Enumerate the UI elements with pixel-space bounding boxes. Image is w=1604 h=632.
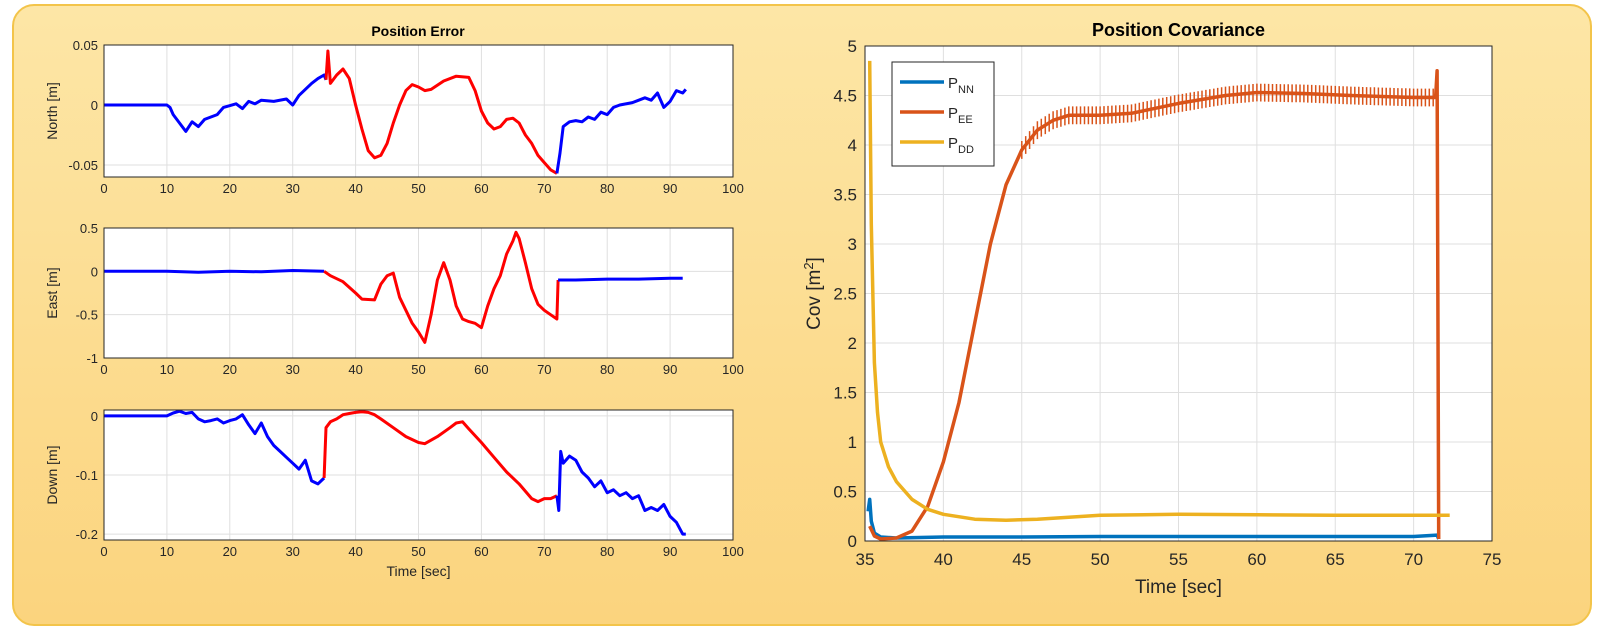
legend-label-nn: PNN: [948, 75, 974, 96]
y-tick-label: 3.5: [833, 186, 857, 205]
y-tick-label: 1: [848, 433, 857, 452]
series-line: [104, 269, 325, 274]
x-tick-label: 60: [474, 362, 488, 377]
y-axis-label: North [m]: [44, 82, 60, 140]
y-tick-label: 0: [91, 409, 98, 424]
x-tick-label: 0: [100, 181, 107, 196]
x-tick-label: 10: [160, 181, 174, 196]
y-axis-label: Cov [m2]: [801, 257, 825, 330]
legend: PNN PEE PDD: [891, 61, 995, 167]
x-tick-label: 100: [722, 181, 744, 196]
x-tick-label: 50: [1091, 550, 1110, 569]
x-tick-label: 40: [348, 181, 362, 196]
y-tick-label: 0: [91, 264, 98, 279]
x-axis-label: Time [sec]: [386, 563, 450, 579]
y-axis-label: Down [m]: [44, 445, 60, 504]
y-tick-label: 0.5: [833, 483, 857, 502]
x-tick-label: 70: [537, 362, 551, 377]
y-tick-label: 0.05: [73, 38, 98, 53]
x-axis-label: Time [sec]: [1135, 577, 1222, 598]
x-tick-label: 90: [663, 181, 677, 196]
x-tick-label: 45: [1012, 550, 1031, 569]
x-tick-label: 50: [411, 544, 425, 559]
x-tick-label: 30: [285, 544, 299, 559]
x-tick-label: 70: [1404, 550, 1423, 569]
y-tick-label: 3: [848, 235, 857, 254]
x-tick-label: 60: [1247, 550, 1266, 569]
x-tick-label: 35: [856, 550, 875, 569]
y-tick-label: 0.5: [80, 221, 98, 236]
y-tick-label: 2.5: [833, 285, 857, 304]
y-axis-label: East [m]: [44, 267, 60, 318]
x-tick-label: 20: [223, 181, 237, 196]
x-tick-label: 90: [663, 544, 677, 559]
x-tick-label: 75: [1483, 550, 1502, 569]
x-tick-label: 10: [160, 362, 174, 377]
x-tick-label: 20: [223, 362, 237, 377]
series-line: [322, 410, 558, 504]
x-tick-label: 65: [1326, 550, 1345, 569]
series-line-nn: [866, 497, 1441, 540]
legend-box: [891, 61, 995, 167]
series-oscillation-ee: [1021, 83, 1434, 159]
x-tick-label: 30: [285, 362, 299, 377]
x-tick-label: 60: [474, 181, 488, 196]
x-tick-label: 55: [1169, 550, 1188, 569]
subplot-down: 0 10 20 30 40 50 60 70 80 90 100 0 -0.1 -0.2 Down [m] T…: [44, 409, 744, 579]
x-tick-label: 50: [411, 362, 425, 377]
x-tick-label: 80: [600, 181, 614, 196]
y-tick-label: 4.5: [833, 87, 857, 106]
series-line: [555, 449, 686, 536]
chart-title-position-error: Position Error: [371, 23, 465, 39]
x-tick-label: 30: [285, 181, 299, 196]
y-tick-label: -0.2: [76, 527, 98, 542]
x-tick-label: 0: [100, 362, 107, 377]
x-tick-label: 70: [537, 544, 551, 559]
x-tick-label: 50: [411, 181, 425, 196]
series-line: [323, 230, 560, 344]
y-tick-label: 4: [848, 136, 857, 155]
x-tick-label: 40: [348, 544, 362, 559]
x-tick-label: 100: [722, 544, 744, 559]
x-tick-label: 20: [223, 544, 237, 559]
y-tick-label: 0: [848, 532, 857, 551]
x-tick-label: 10: [160, 544, 174, 559]
y-tick-label: -0.05: [68, 158, 98, 173]
series-line: [558, 276, 683, 282]
x-tick-label: 100: [722, 362, 744, 377]
plot-frame: [864, 45, 1493, 542]
legend-label-ee: PEE: [948, 105, 973, 126]
y-tick-label: 2: [848, 334, 857, 353]
series-line: [104, 409, 326, 486]
series-line: [324, 49, 558, 175]
plot-frame: [103, 44, 734, 178]
x-tick-label: 40: [934, 550, 953, 569]
x-tick-label: 90: [663, 362, 677, 377]
x-tick-label: 40: [348, 362, 362, 377]
x-tick-label: 80: [600, 544, 614, 559]
x-tick-label: 70: [537, 181, 551, 196]
chart-title-position-covariance: Position Covariance: [1092, 20, 1265, 40]
subplot-east: 0 10 20 30 40 50 60 70 80 90 100 0.5 0 -0.5 -1 East [m]: [44, 221, 744, 377]
y-tick-label: -0.1: [76, 468, 98, 483]
x-tick-label: 0: [100, 544, 107, 559]
plot-frame: [103, 227, 734, 359]
series-line: [555, 88, 687, 174]
y-tick-label: -1: [86, 351, 98, 366]
plot-frame: [103, 409, 734, 541]
y-tick-label: 0: [91, 98, 98, 113]
y-tick-label: 1.5: [833, 384, 857, 403]
y-tick-label: -0.5: [76, 308, 98, 323]
x-tick-label: 60: [474, 544, 488, 559]
y-tick-label: 5: [848, 37, 857, 56]
legend-label-dd: PDD: [948, 135, 974, 156]
series-line-dd: [867, 60, 1450, 522]
series-line: [104, 73, 328, 133]
x-tick-label: 80: [600, 362, 614, 377]
